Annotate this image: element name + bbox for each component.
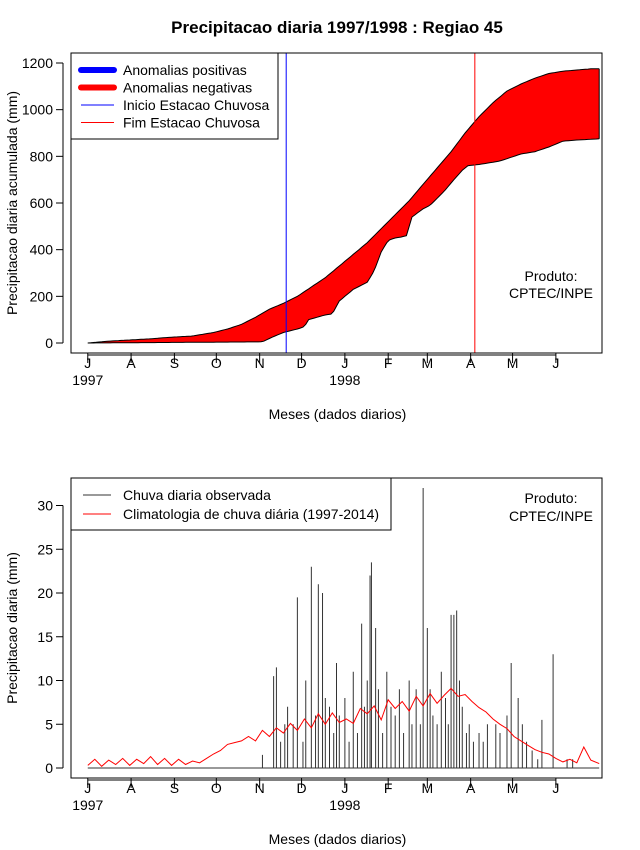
chart2-x-axis-label: Meses (dados diarios) bbox=[269, 831, 407, 847]
chart1-y-tick-label: 400 bbox=[30, 242, 54, 258]
chart1-x-tick-label: A bbox=[466, 355, 476, 371]
chart1-y-tick-label: 800 bbox=[30, 148, 54, 164]
climatology-cumulative-line bbox=[87, 68, 600, 344]
chart1-x-tick-label: O bbox=[211, 355, 222, 371]
chart1-y-axis-label: Precipitacao diaria acumulada (mm) bbox=[4, 91, 20, 315]
legend-entry: Anomalias positivas bbox=[123, 62, 247, 78]
chart1-x-tick-label: D bbox=[297, 355, 307, 371]
chart2-x-tick-label: J bbox=[552, 780, 559, 796]
chart1-x-axis-label: Meses (dados diarios) bbox=[269, 406, 407, 422]
chart2-y-tick-label: 15 bbox=[37, 629, 53, 645]
chart1-title: Precipitacao diaria 1997/1998 : Regiao 4… bbox=[171, 18, 503, 37]
chart1-x-tick-label: N bbox=[255, 355, 265, 371]
chart2-x-tick-label: O bbox=[211, 780, 222, 796]
chart1-x-tick-label: J bbox=[84, 355, 91, 371]
chart1-y-tick-label: 0 bbox=[45, 335, 53, 351]
chart1-x-tick-label: M bbox=[421, 355, 433, 371]
chart1-y-tick-label: 200 bbox=[30, 288, 54, 304]
chart2-x-tick-label: S bbox=[170, 780, 179, 796]
chart2-y-tick-label: 30 bbox=[37, 498, 53, 514]
negative-anomaly-area bbox=[87, 68, 600, 344]
chart1-y-tick-label: 600 bbox=[30, 195, 54, 211]
chart2-x-tick-label: J bbox=[84, 780, 91, 796]
product-source: CPTEC/INPE bbox=[509, 285, 593, 301]
chart2-x-tick-label: J bbox=[341, 780, 348, 796]
product-label: Produto: bbox=[525, 268, 578, 284]
chart2-x-tick-label: N bbox=[255, 780, 265, 796]
chart2-x-year-label: 1998 bbox=[329, 797, 360, 813]
climatology-daily-line bbox=[87, 687, 600, 767]
chart1-x-tick-label: F bbox=[384, 355, 393, 371]
chart2-x-tick-label: D bbox=[297, 780, 307, 796]
chart1-x-year-label: 1997 bbox=[72, 372, 103, 388]
chart1-x-tick-label: A bbox=[126, 355, 136, 371]
legend-entry: Inicio Estacao Chuvosa bbox=[123, 97, 270, 113]
chart1-x-tick-label: M bbox=[507, 355, 519, 371]
product-source: CPTEC/INPE bbox=[509, 508, 593, 524]
observed-cumulative-line bbox=[87, 138, 600, 344]
chart2-x-tick-label: M bbox=[507, 780, 519, 796]
chart1-y-tick-label: 1200 bbox=[22, 55, 53, 71]
chart2-x-tick-label: A bbox=[466, 780, 476, 796]
legend-entry: Chuva diaria observada bbox=[123, 487, 271, 503]
chart1-x-year-label: 1998 bbox=[329, 372, 360, 388]
chart2-plot-area bbox=[70, 477, 603, 779]
chart1-x-tick-label: J bbox=[552, 355, 559, 371]
chart2-y-tick-label: 10 bbox=[37, 673, 53, 689]
legend-entry: Climatologia de chuva diária (1997-2014) bbox=[123, 506, 379, 522]
chart2-y-tick-label: 25 bbox=[37, 541, 53, 557]
chart1-x-tick-label: S bbox=[170, 355, 179, 371]
chart2-y-tick-label: 5 bbox=[45, 716, 53, 732]
chart2-x-tick-label: A bbox=[126, 780, 136, 796]
chart2-y-tick-label: 0 bbox=[45, 760, 53, 776]
legend-entry: Fim Estacao Chuvosa bbox=[123, 115, 260, 131]
legend-box bbox=[70, 477, 392, 531]
chart2-x-year-label: 1997 bbox=[72, 797, 103, 813]
chart1-y-tick-label: 1000 bbox=[22, 102, 53, 118]
chart1-x-tick-label: J bbox=[341, 355, 348, 371]
chart2-y-axis-label: Precipitacao diaria (mm) bbox=[4, 552, 20, 704]
chart2-y-tick-label: 20 bbox=[37, 585, 53, 601]
chart2-x-tick-label: M bbox=[421, 780, 433, 796]
chart1-plot-area bbox=[70, 52, 603, 354]
product-label: Produto: bbox=[525, 490, 578, 506]
legend-entry: Anomalias negativas bbox=[123, 80, 252, 96]
chart2-x-tick-label: F bbox=[384, 780, 393, 796]
